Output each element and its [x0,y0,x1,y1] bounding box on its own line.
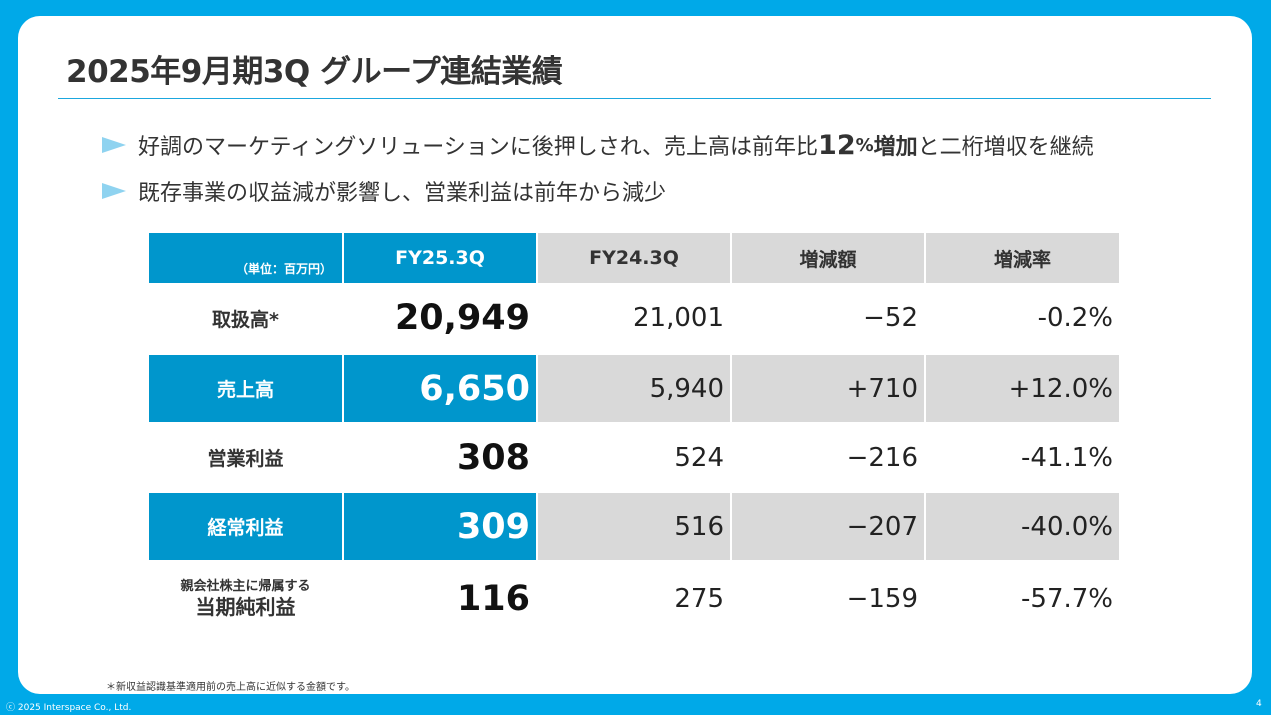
copyright: ⓒ 2025 Interspace Co., Ltd. [6,703,132,713]
triangle-bullet-icon [102,137,126,153]
highlight-word: 増加 [873,135,918,160]
row-mainlabel: 当期純利益 [195,594,296,619]
change-rate: -40.0% [924,491,1119,562]
current-value: 116 [342,561,537,635]
current-value: 309 [342,491,537,562]
previous-value: 21,001 [536,283,731,354]
bullet-item: 既存事業の収益減が影響し、営業利益は前年から減少 [102,168,1094,214]
table-row: 営業利益 308 524 −216 -41.1% [149,423,1119,492]
page-number: 4 [1256,699,1262,709]
highlight-percent: % [855,134,874,156]
change-rate: -57.7% [924,561,1119,635]
current-value: 6,650 [342,353,537,424]
page-title: 2025年9月期3Q グループ連結業績 [66,54,563,90]
change-amount: −159 [730,561,925,635]
header-fy24: FY24.3Q [536,233,731,283]
bullet-text: 好調のマーケティングソリューションに後押しされ、売上高は前年比 [138,135,819,160]
current-value: 308 [342,423,537,492]
change-amount: −52 [730,283,925,354]
change-rate: -41.1% [924,423,1119,492]
row-label: 経常利益 [149,491,343,562]
bullet-item: 好調のマーケティングソリューションに後押しされ、売上高は前年比 12% 増加 と二桁増… [102,122,1094,168]
row-label: 売上高 [149,353,343,424]
previous-value: 275 [536,561,731,635]
table-row: 親会社株主に帰属する 当期純利益 116 275 −159 -57.7% [149,561,1119,635]
bullet-text-tail: と二桁増収を継続 [917,135,1094,160]
results-table: （単位：百万円） FY25.3Q FY24.3Q 増減額 増減率 取扱高* 20… [149,233,1119,635]
change-amount: −207 [730,491,925,562]
header-change-rate: 増減率 [924,233,1119,283]
change-rate: +12.0% [924,353,1119,424]
previous-value: 516 [536,491,731,562]
previous-value: 524 [536,423,731,492]
header-change-amount: 増減額 [730,233,925,283]
bullet-list: 好調のマーケティングソリューションに後押しされ、売上高は前年比 12% 増加 と二桁増… [102,122,1094,214]
footnote: ＊新収益認識基準適用前の売上高に近似する金額です。 [106,682,355,693]
table-row: 売上高 6,650 5,940 +710 +12.0% [149,353,1119,424]
table-row: 経常利益 309 516 −207 -40.0% [149,491,1119,562]
header-fy25: FY25.3Q [342,233,537,283]
current-value: 20,949 [342,283,537,354]
bullet-text: 既存事業の収益減が影響し、営業利益は前年から減少 [138,181,667,206]
highlight-number: 12 [818,129,856,161]
row-sublabel: 親会社株主に帰属する [180,578,311,594]
slide: 2025年9月期3Q グループ連結業績 好調のマーケティングソリューションに後押… [18,16,1252,694]
change-rate: -0.2% [924,283,1119,354]
unit-label: （単位：百万円） [149,233,343,283]
row-label: 取扱高* [212,308,279,331]
change-amount: +710 [730,353,925,424]
table-header-row: （単位：百万円） FY25.3Q FY24.3Q 増減額 増減率 [149,233,1119,283]
previous-value: 5,940 [536,353,731,424]
row-label: 営業利益 [207,448,284,470]
row-label: 親会社株主に帰属する 当期純利益 [149,561,343,635]
title-divider [58,98,1211,99]
table-row: 取扱高* 20,949 21,001 −52 -0.2% [149,283,1119,354]
change-amount: −216 [730,423,925,492]
triangle-bullet-icon [102,183,126,199]
